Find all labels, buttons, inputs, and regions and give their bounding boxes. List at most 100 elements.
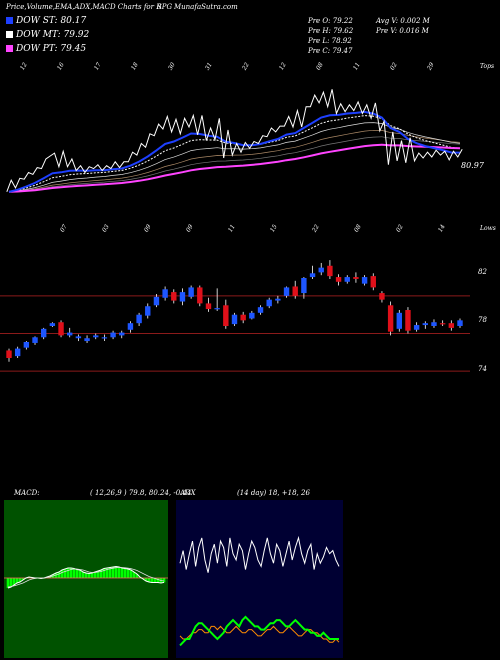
macd-histogram-bar bbox=[72, 568, 76, 578]
macd-histogram-bar bbox=[162, 578, 166, 583]
macd-histogram-bar bbox=[87, 573, 91, 578]
macd-histogram-bar bbox=[84, 573, 88, 578]
macd-histogram-bar bbox=[12, 578, 16, 585]
candle-body bbox=[422, 323, 429, 326]
candle-body bbox=[231, 314, 238, 325]
candle-body bbox=[58, 322, 64, 336]
candle-body bbox=[431, 322, 437, 326]
macd-histogram-bar bbox=[147, 578, 151, 582]
macd-histogram-bar bbox=[69, 568, 73, 578]
macd-histogram-bar bbox=[144, 578, 148, 581]
candle-body bbox=[439, 323, 446, 325]
ema-line-0 bbox=[8, 136, 461, 193]
chart-title: Price,Volume,EMA,ADX,MACD Charts for R bbox=[6, 3, 162, 11]
adx-line-2 bbox=[179, 615, 339, 647]
macd-histogram-bar bbox=[102, 568, 106, 578]
candle-body bbox=[127, 323, 134, 330]
candle-body bbox=[396, 312, 402, 329]
legend-st-label: DOW ST: 80.17 bbox=[16, 16, 87, 26]
legend-pt-label: DOW PT: 79.45 bbox=[16, 44, 87, 54]
macd-params: ( 12,26,9 ) 79.8, 80.24, -0.44 bbox=[90, 489, 192, 497]
macd-histogram-bar bbox=[132, 572, 136, 578]
candle-body bbox=[370, 276, 376, 288]
candle-body bbox=[6, 350, 12, 358]
candle-body bbox=[110, 332, 116, 338]
macd-histogram-bar bbox=[6, 578, 10, 588]
candle-body bbox=[327, 265, 333, 277]
macd-histogram-bar bbox=[105, 568, 109, 578]
candle-body bbox=[14, 348, 21, 357]
legend-st-swatch bbox=[6, 17, 13, 24]
candle-body bbox=[32, 337, 38, 343]
macd-histogram-bar bbox=[99, 570, 103, 578]
candle-body bbox=[67, 332, 73, 336]
candle-body bbox=[292, 286, 298, 296]
candle-body bbox=[188, 287, 194, 297]
macd-histogram-bar bbox=[129, 570, 133, 578]
legend-mt-label: DOW MT: 79.92 bbox=[16, 30, 90, 40]
macd-histogram-bar bbox=[120, 568, 124, 578]
macd-signal-line bbox=[7, 566, 165, 588]
macd-histogram-bar bbox=[156, 578, 160, 583]
candle-body bbox=[153, 296, 160, 306]
macd-histogram-bar bbox=[60, 570, 64, 578]
macd-histogram-bar bbox=[150, 578, 154, 583]
candle-body bbox=[275, 298, 281, 301]
candle-body bbox=[179, 292, 186, 302]
macd-histogram-bar bbox=[63, 569, 67, 578]
candle-body bbox=[136, 314, 142, 324]
legend-mt-swatch bbox=[6, 31, 13, 38]
macd-histogram-bar bbox=[9, 578, 13, 587]
candle-body bbox=[205, 303, 212, 310]
macd-histogram-bar bbox=[18, 578, 22, 582]
candle-body bbox=[405, 310, 411, 331]
macd-histogram-bar bbox=[93, 572, 97, 578]
candle-body bbox=[119, 332, 125, 336]
macd-histogram-bar bbox=[153, 578, 157, 583]
candle-body bbox=[23, 342, 30, 348]
macd-histogram-bar bbox=[75, 569, 79, 578]
level-82-label: 82 bbox=[478, 268, 487, 276]
macd-histogram-bar bbox=[15, 578, 19, 583]
candle-body bbox=[101, 337, 108, 339]
tops-label: Tops bbox=[480, 63, 495, 70]
candle-body bbox=[413, 325, 420, 330]
ema-line-5 bbox=[8, 110, 461, 193]
candle-body bbox=[249, 312, 255, 319]
prev-volume: Pre V: 0.016 M bbox=[376, 27, 429, 35]
candle-body bbox=[309, 273, 316, 278]
ema-line-3 bbox=[8, 115, 461, 193]
macd-label: MACD: bbox=[14, 489, 40, 497]
candle-body bbox=[266, 299, 272, 307]
candle-body bbox=[40, 328, 47, 338]
prev-open: Pre O: 79.22 bbox=[308, 17, 353, 25]
macd-histogram-bar bbox=[108, 567, 112, 578]
legend-pt-swatch bbox=[6, 45, 13, 52]
lows-label: Lows bbox=[480, 225, 496, 232]
adx-params: (14 day) 18, +18, 26 bbox=[237, 489, 310, 497]
candle-body bbox=[145, 306, 151, 316]
candle-body bbox=[240, 314, 246, 321]
ema-line-1 bbox=[8, 129, 461, 193]
last-price-label: 80.97 bbox=[461, 161, 484, 170]
candle-body bbox=[379, 293, 385, 300]
legend-st: DOW ST: 80.17 bbox=[6, 16, 86, 27]
macd-histogram-bar bbox=[96, 571, 100, 578]
macd-histogram-bar bbox=[117, 567, 121, 578]
candle-body bbox=[84, 338, 90, 342]
candle-body bbox=[457, 320, 463, 326]
macd-histogram-bar bbox=[54, 573, 58, 578]
candle-body bbox=[448, 323, 455, 328]
candle-body bbox=[318, 267, 324, 273]
adx-line-1 bbox=[179, 625, 340, 643]
candle-body bbox=[361, 277, 368, 284]
macd-histogram-bar bbox=[126, 569, 130, 578]
adx-line-0 bbox=[179, 535, 340, 573]
avg-volume: Avg V: 0.002 M bbox=[376, 17, 430, 25]
candle-body bbox=[283, 287, 290, 296]
prev-high: Pre H: 79.62 bbox=[308, 27, 354, 35]
macd-histogram-bar bbox=[78, 570, 82, 578]
adx-label: ADX bbox=[180, 489, 196, 497]
candle-body bbox=[344, 277, 350, 282]
